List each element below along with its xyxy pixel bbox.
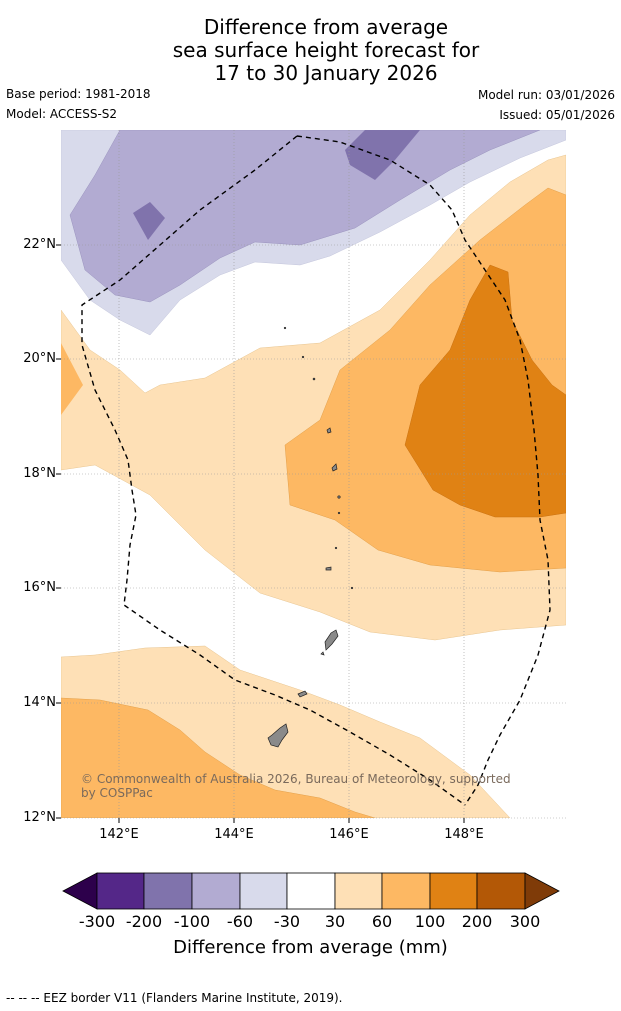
title-line-2: sea surface height forecast for (172, 38, 480, 62)
island-dot-5 (301, 355, 305, 359)
colorbar-bin-m100-m60 (191, 872, 241, 910)
colorbar-title: Difference from average (mm) (173, 937, 448, 958)
lat-label-20n: 20°N (23, 351, 56, 366)
axis-ticks (56, 244, 465, 823)
model-run: Model run: 03/01/2026 (477, 88, 615, 102)
islands (267, 326, 354, 748)
island-dot-4 (312, 377, 316, 381)
island-small-2 (325, 566, 332, 571)
island-saipan (324, 629, 339, 651)
colorbar-bin-m30-p30 (286, 872, 336, 910)
colorbar-bin-p30-p60 (334, 872, 383, 910)
lon-label-144e: 144°E (214, 827, 254, 842)
colorbar-tick-label: 30 (324, 912, 346, 931)
colorbar (62, 872, 560, 910)
island-small-1 (320, 651, 325, 656)
colorbar-extend-left (62, 872, 98, 910)
lon-label-142e: 142°E (99, 827, 139, 842)
eez-border (81, 135, 551, 806)
contour-m100-a (345, 130, 420, 180)
colorbar-bin-m200-m100 (143, 872, 193, 910)
lat-label-22n: 22°N (23, 237, 56, 252)
colorbar-tick-label: -200 (125, 912, 163, 931)
island-dot-7 (350, 586, 354, 590)
contour-layer (61, 130, 566, 818)
lat-label-18n: 18°N (23, 466, 56, 481)
title-line-1: Difference from average (203, 15, 449, 39)
colorbar-tick-label: 200 (461, 912, 493, 931)
gridlines (61, 130, 566, 819)
colorbar-bin-p200-p300 (476, 872, 526, 910)
colorbar-bin-p60-p100 (381, 872, 431, 910)
chart-title: Difference from average sea surface heig… (0, 16, 621, 85)
contour-m100-b (133, 202, 165, 240)
colorbar-tick-label: -100 (173, 912, 211, 931)
island-small-4 (326, 427, 332, 434)
lon-label-146e: 146°E (329, 827, 369, 842)
contour-p60-west (61, 343, 83, 415)
island-dot-1 (337, 495, 341, 499)
lon-label-148e: 148°E (444, 827, 484, 842)
colorbar-bin-m300-m200 (96, 872, 145, 910)
contour-m60 (69, 130, 541, 303)
issued-date: Issued: 05/01/2026 (499, 108, 615, 122)
island-rota (297, 690, 308, 698)
colorbar-tick-label: 60 (371, 912, 393, 931)
contour-p60-sw (61, 697, 376, 818)
colorbar-tick-label: 100 (414, 912, 446, 931)
base-period: Base period: 1981-2018 (6, 87, 151, 101)
colorbar-tick-label: 300 (509, 912, 541, 931)
island-dot-3 (334, 546, 338, 550)
colorbar-bin-p100-p200 (429, 872, 478, 910)
model-name: Model: ACCESS-S2 (6, 107, 118, 121)
island-guam (267, 723, 289, 748)
copyright-notice: © Commonwealth of Australia 2026, Bureau… (81, 772, 511, 800)
colorbar-tick-label: -300 (78, 912, 116, 931)
lat-label-12n: 12°N (23, 810, 56, 825)
colorbar-tick-label: -60 (226, 912, 254, 931)
eez-legend: -- -- -- EEZ border V11 (Flanders Marine… (6, 991, 343, 1005)
island-dot-2 (337, 511, 341, 515)
colorbar-tick-label: -30 (273, 912, 301, 931)
island-dot-6 (283, 326, 287, 330)
lat-label-16n: 16°N (23, 580, 56, 595)
contour-p100-ne (404, 264, 566, 518)
island-small-3 (331, 463, 338, 472)
colorbar-extend-right (524, 872, 560, 910)
colorbar-bin-m60-m30 (239, 872, 288, 910)
lat-label-14n: 14°N (23, 695, 56, 710)
title-line-3: 17 to 30 January 2026 (214, 61, 438, 85)
